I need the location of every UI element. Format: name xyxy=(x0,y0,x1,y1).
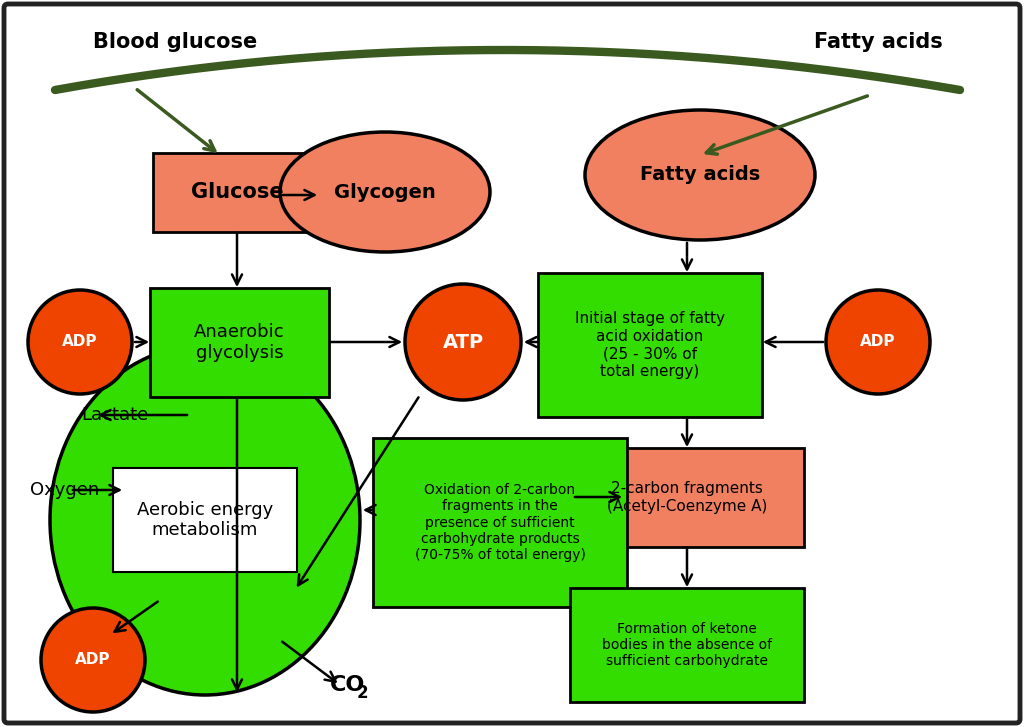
Text: Glycogen: Glycogen xyxy=(334,182,436,201)
Ellipse shape xyxy=(585,110,815,240)
Text: Initial stage of fatty
acid oxidation
(25 - 30% of
total energy): Initial stage of fatty acid oxidation (2… xyxy=(575,311,725,379)
Ellipse shape xyxy=(50,345,360,695)
Text: ADP: ADP xyxy=(62,334,97,350)
Text: Blood glucose: Blood glucose xyxy=(93,32,257,52)
Text: Aerobic energy
metabolism: Aerobic energy metabolism xyxy=(137,501,273,539)
FancyBboxPatch shape xyxy=(373,438,627,607)
Text: Formation of ketone
bodies in the absence of
sufficient carbohydrate: Formation of ketone bodies in the absenc… xyxy=(602,622,772,668)
FancyBboxPatch shape xyxy=(570,588,804,702)
Text: ADP: ADP xyxy=(860,334,896,350)
Text: Lactate: Lactate xyxy=(81,406,148,424)
Text: ADP: ADP xyxy=(75,653,111,667)
Ellipse shape xyxy=(826,290,930,394)
Text: 2-carbon fragments
(Acetyl-Coenzyme A): 2-carbon fragments (Acetyl-Coenzyme A) xyxy=(607,481,767,514)
Text: Glucose: Glucose xyxy=(191,182,284,203)
Ellipse shape xyxy=(28,290,132,394)
FancyBboxPatch shape xyxy=(4,4,1020,723)
FancyBboxPatch shape xyxy=(153,153,322,232)
Text: Anaerobic
glycolysis: Anaerobic glycolysis xyxy=(195,323,285,362)
Text: Oxidation of 2-carbon
fragments in the
presence of sufficient
carbohydrate produ: Oxidation of 2-carbon fragments in the p… xyxy=(415,483,586,562)
Text: Oxygen: Oxygen xyxy=(31,481,99,499)
FancyBboxPatch shape xyxy=(113,468,297,572)
FancyBboxPatch shape xyxy=(570,448,804,547)
Text: ATP: ATP xyxy=(442,332,483,351)
FancyBboxPatch shape xyxy=(538,273,762,417)
Ellipse shape xyxy=(280,132,490,252)
Ellipse shape xyxy=(406,284,521,400)
Ellipse shape xyxy=(41,608,145,712)
Text: 2: 2 xyxy=(357,684,369,702)
Text: CO: CO xyxy=(330,675,366,695)
Text: Fatty acids: Fatty acids xyxy=(640,166,760,185)
Text: Fatty acids: Fatty acids xyxy=(814,32,942,52)
FancyBboxPatch shape xyxy=(150,288,329,397)
